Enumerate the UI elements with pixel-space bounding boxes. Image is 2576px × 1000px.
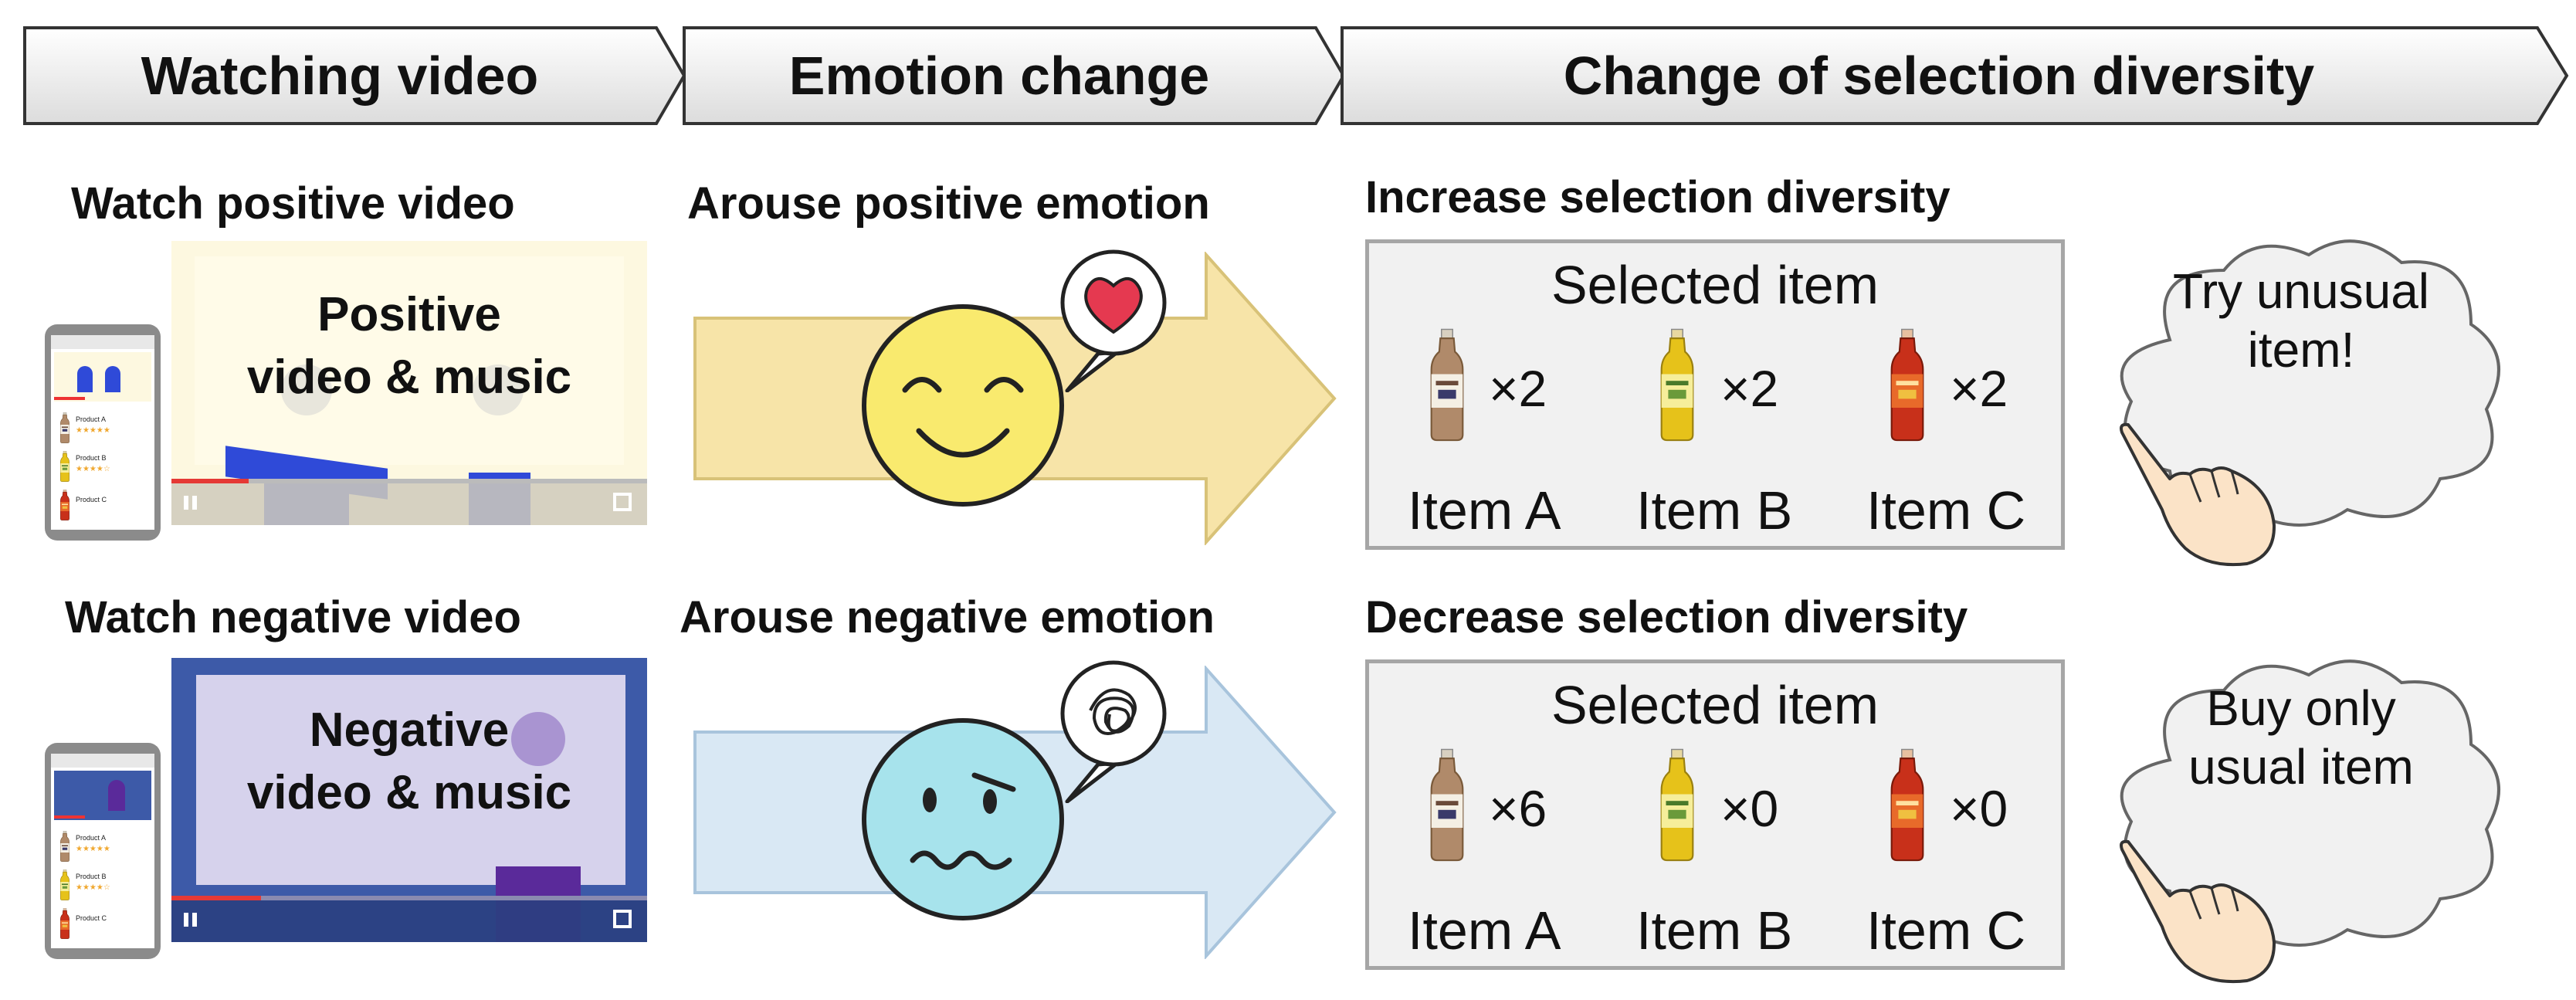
black-tea-bottle-icon [59,908,71,939]
item-a-label: Item A [1408,900,1561,961]
count-item-b: ×2 [1720,360,1779,417]
pointing-hand-icon [2116,417,2286,571]
thought-line-1: Try unusual [2173,263,2429,319]
video-controls-bar [171,479,647,525]
stage-banner-2 [683,26,1346,125]
product-a-label: Product A [76,834,107,842]
positive-video-player[interactable] [171,241,647,525]
decrease-diversity-title: Decrease selection diversity [1365,592,1968,642]
green-tea-bottle-icon [1655,744,1700,867]
black-tea-bottle-icon [59,490,71,520]
increase-diversity-title: Increase selection diversity [1365,172,1951,222]
product-b-label: Product B [76,454,107,462]
phone-video-thumbnail [54,352,151,402]
product-c-label: Product C [76,914,107,922]
selected-item-heading: Selected item [1551,675,1879,735]
happy-face-icon [862,304,1064,507]
item-b-label: Item B [1636,480,1793,541]
green-tea-bottle-icon [59,869,71,900]
pause-icon[interactable] [184,496,198,510]
count-item-a: ×6 [1489,780,1547,837]
selected-item-box-negative: Selected item ×6 ×0 ×0 Item A Item B Ite… [1365,659,2065,970]
product-c-label: Product C [76,496,107,503]
arouse-negative-title: Arouse negative emotion [680,592,1215,642]
black-tea-bottle-icon [1885,744,1930,867]
phone-screen: Product A ★★★★★ Product B ★★★★☆ Product … [51,335,154,530]
pointing-hand-icon [2116,834,2286,988]
stage-banner-3 [1341,26,2569,125]
green-tea-bottle-icon [1655,324,1700,447]
caption-line-1: Negative [309,703,510,757]
rating-stars: ★★★★★ [76,845,110,853]
rating-stars: ★★★★★ [76,426,110,435]
stage-2-label: Emotion change [788,46,1210,106]
black-tea-bottle-icon [1885,324,1930,447]
thought-text-negative: Buy only usual item [2139,680,2463,796]
fullscreen-icon[interactable] [613,910,632,928]
watch-negative-title: Watch negative video [65,592,521,642]
caption-line-2: video & music [246,765,572,819]
stage-3-label: Change of selection diversity [1563,46,2315,106]
milk-tea-bottle-icon [59,412,71,443]
video-progress-bar[interactable] [171,479,647,483]
item-c-label: Item C [1866,900,2026,961]
item-c-label: Item C [1866,480,2026,541]
count-item-a: ×2 [1489,360,1547,417]
worried-face-icon [862,718,1064,920]
caption-line-2: video & music [246,350,572,404]
video-overlay [196,675,625,885]
milk-tea-bottle-icon [1425,744,1469,867]
stage-banner-1 [23,26,686,125]
phone-video-thumbnail [54,771,151,820]
negative-video-caption: Negative video & music [185,700,633,824]
milk-tea-bottle-icon [59,831,71,862]
count-item-c: ×0 [1950,780,2008,837]
caption-line-1: Positive [317,288,501,341]
pause-icon[interactable] [184,913,198,927]
product-a-label: Product A [76,415,107,423]
thought-line-2: usual item [2188,738,2414,795]
rating-stars: ★★★★☆ [76,883,110,892]
arouse-positive-title: Arouse positive emotion [687,178,1210,229]
thought-text-positive: Try unusual item! [2139,263,2463,379]
count-item-b: ×0 [1720,780,1779,837]
green-tea-bottle-icon [59,451,71,482]
positive-video-caption: Positive video & music [185,284,633,408]
negative-video-player[interactable] [171,658,647,942]
selected-item-heading: Selected item [1551,255,1879,315]
thought-line-2: item! [2247,321,2355,378]
item-a-label: Item A [1408,480,1561,541]
stage-1-label: Watching video [141,46,539,106]
product-b-label: Product B [76,873,107,880]
milk-tea-bottle-icon [1425,324,1469,447]
smartphone: Product A ★★★★★ Product B ★★★★☆ Product … [45,324,161,541]
speech-bubble-heart [1060,249,1167,392]
heart-icon [1084,277,1143,334]
scribble-icon [1089,688,1137,735]
rating-stars: ★★★★☆ [76,465,110,473]
count-item-c: ×2 [1950,360,2008,417]
watch-positive-title: Watch positive video [71,178,515,229]
thought-line-1: Buy only [2206,680,2396,736]
video-overlay [195,256,624,465]
phone-screen: Product A ★★★★★ Product B ★★★★☆ Product … [51,754,154,948]
fullscreen-icon[interactable] [613,493,632,511]
selected-item-box-positive: Selected item ×2 ×2 ×2 Item A Item B Ite… [1365,239,2065,550]
video-progress-bar[interactable] [171,896,647,900]
video-controls-bar [171,896,647,942]
speech-bubble-scribble [1060,660,1167,803]
item-b-label: Item B [1636,900,1793,961]
smartphone: Product A ★★★★★ Product B ★★★★☆ Product … [45,743,161,959]
